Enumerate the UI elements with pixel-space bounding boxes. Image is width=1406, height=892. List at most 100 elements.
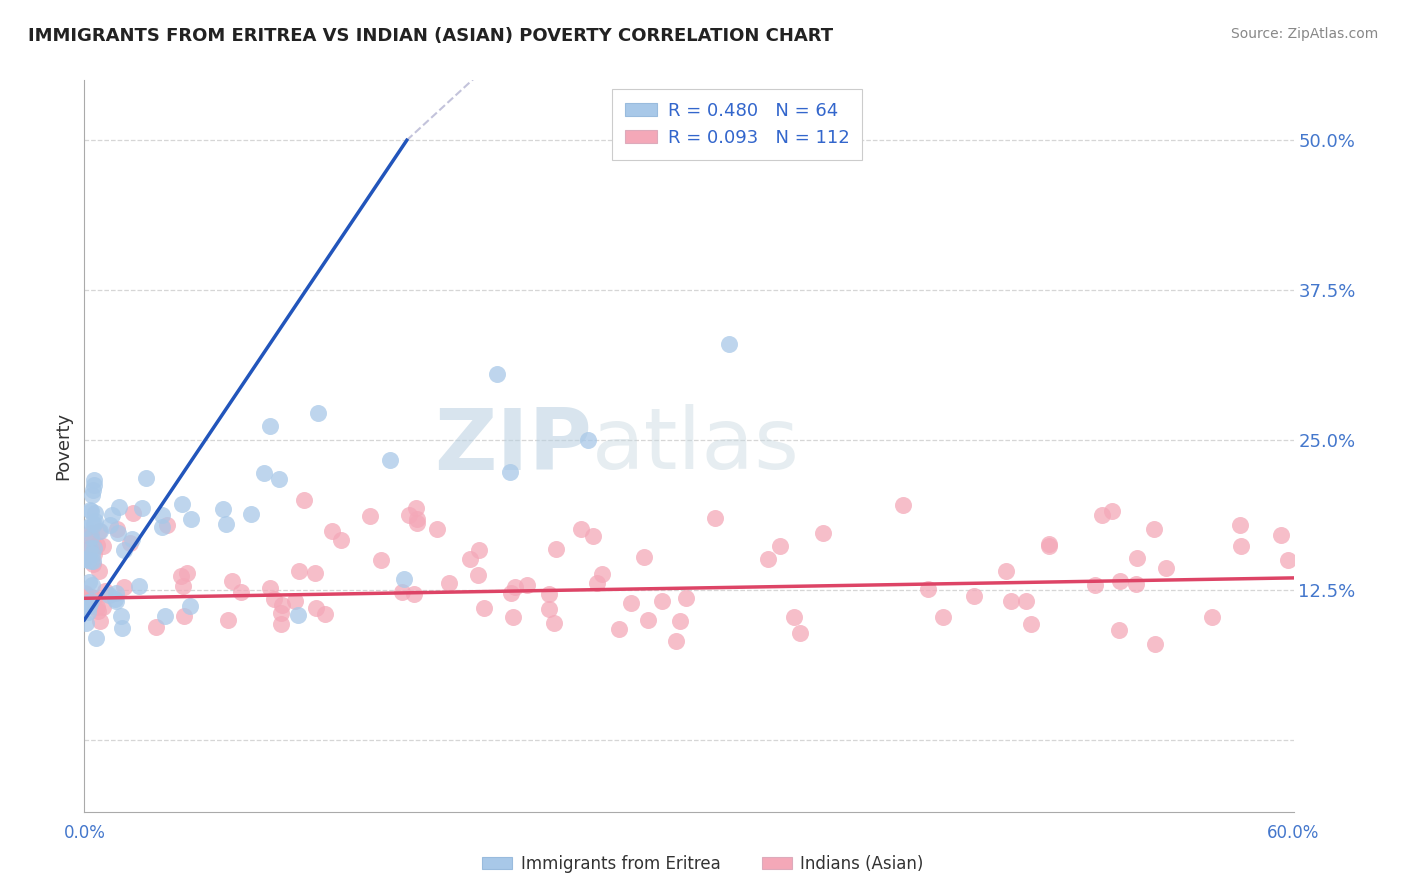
Point — [458, 552, 481, 566]
Point — [112, 580, 135, 594]
Point — [307, 406, 329, 420]
Point — [1125, 577, 1147, 591]
Point — [120, 535, 142, 549]
Point — [1143, 637, 1166, 651]
Point — [1108, 624, 1130, 638]
Point — [569, 522, 592, 536]
Legend: R = 0.480   N = 64, R = 0.093   N = 112: R = 0.480 N = 64, R = 0.093 N = 112 — [612, 89, 862, 160]
Point — [91, 600, 114, 615]
Point — [1109, 574, 1132, 589]
Point — [173, 609, 195, 624]
Point — [73, 587, 96, 601]
Point — [83, 478, 105, 492]
Point — [80, 590, 103, 604]
Point — [180, 512, 202, 526]
Point — [620, 595, 643, 609]
Point — [502, 610, 524, 624]
Point — [439, 575, 461, 590]
Point — [426, 522, 449, 536]
Point — [267, 472, 290, 486]
Point — [82, 558, 104, 572]
Point — [87, 604, 110, 618]
Point — [86, 538, 108, 552]
Point — [1125, 550, 1147, 565]
Point — [80, 530, 103, 544]
Point — [259, 418, 281, 433]
Point — [270, 617, 292, 632]
Point — [75, 521, 97, 535]
Point — [359, 508, 381, 523]
Point — [80, 516, 103, 530]
Point — [1229, 518, 1251, 533]
Point — [76, 553, 98, 567]
Point — [77, 599, 100, 613]
Point — [538, 602, 561, 616]
Point — [321, 524, 343, 538]
Point — [637, 613, 659, 627]
Point — [1277, 553, 1299, 567]
Text: Source: ZipAtlas.com: Source: ZipAtlas.com — [1230, 27, 1378, 41]
Point — [543, 615, 565, 630]
Point — [134, 471, 156, 485]
Point — [404, 587, 426, 601]
Point — [76, 597, 98, 611]
Point — [995, 564, 1018, 578]
Point — [80, 578, 103, 592]
Point — [1000, 594, 1022, 608]
Point — [104, 591, 127, 606]
Text: IMMIGRANTS FROM ERITREA VS INDIAN (ASIAN) POVERTY CORRELATION CHART: IMMIGRANTS FROM ERITREA VS INDIAN (ASIAN… — [28, 27, 834, 45]
Point — [405, 512, 427, 526]
Point — [83, 516, 105, 531]
Point — [1015, 594, 1038, 608]
Point — [91, 539, 114, 553]
Point — [105, 586, 128, 600]
Point — [87, 524, 110, 538]
Point — [486, 367, 509, 381]
Point — [170, 569, 193, 583]
Point — [1201, 609, 1223, 624]
Point — [114, 543, 136, 558]
Point — [263, 591, 285, 606]
Point — [669, 615, 692, 629]
Point — [152, 508, 174, 523]
Point — [1091, 508, 1114, 523]
Point — [586, 576, 609, 591]
Point — [150, 520, 173, 534]
Point — [329, 533, 352, 547]
Point — [89, 524, 111, 539]
Point — [83, 474, 105, 488]
Text: ZIP: ZIP — [434, 404, 592, 488]
Point — [576, 433, 599, 447]
Point — [769, 539, 792, 553]
Point — [107, 526, 129, 541]
Point — [111, 621, 134, 635]
Point — [83, 547, 105, 561]
Point — [83, 591, 105, 606]
Point — [607, 623, 630, 637]
Point — [675, 591, 697, 605]
Point — [591, 566, 613, 581]
Point — [105, 594, 128, 608]
Point — [75, 615, 97, 630]
Point — [80, 554, 103, 568]
Point — [75, 541, 97, 555]
Point — [370, 553, 392, 567]
Text: atlas: atlas — [592, 404, 800, 488]
Point — [284, 593, 307, 607]
Point — [633, 549, 655, 564]
Point — [105, 522, 128, 536]
Point — [76, 605, 98, 619]
Point — [84, 506, 107, 520]
Point — [101, 508, 124, 522]
Point — [499, 586, 522, 600]
Point — [79, 525, 101, 540]
Point — [156, 518, 179, 533]
Point — [758, 551, 780, 566]
Point — [537, 587, 560, 601]
Point — [79, 528, 101, 542]
Point — [83, 541, 105, 556]
Point — [73, 552, 96, 566]
Point — [153, 609, 176, 624]
Point — [314, 607, 336, 621]
Point — [1143, 522, 1166, 536]
